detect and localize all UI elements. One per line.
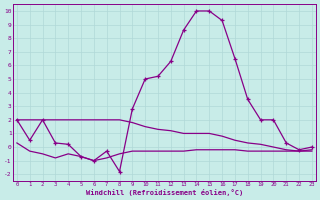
X-axis label: Windchill (Refroidissement éolien,°C): Windchill (Refroidissement éolien,°C) xyxy=(86,189,243,196)
